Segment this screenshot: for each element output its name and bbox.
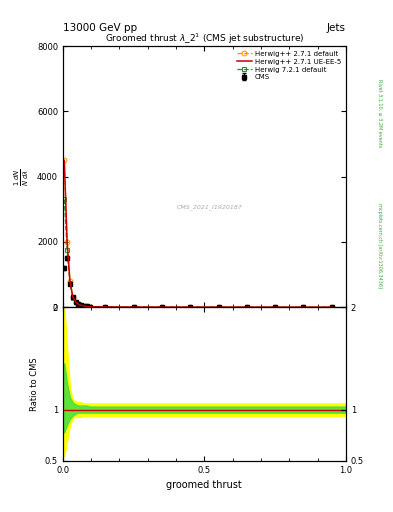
Herwig++ 2.7.1 UE-EE-5 xyxy=(244,304,249,310)
Line: Herwig++ 2.7.1 default: Herwig++ 2.7.1 default xyxy=(62,158,334,310)
Herwig 7.2.1 default xyxy=(70,295,75,301)
Herwig++ 2.7.1 UE-EE-5 xyxy=(70,294,75,300)
Herwig++ 2.7.1 default xyxy=(301,304,306,310)
Y-axis label: $\frac{1}{N}\frac{dN}{d\lambda}$: $\frac{1}{N}\frac{dN}{d\lambda}$ xyxy=(13,168,31,185)
Herwig 7.2.1 default xyxy=(87,304,92,310)
Herwig++ 2.7.1 UE-EE-5 xyxy=(79,302,84,308)
Herwig++ 2.7.1 UE-EE-5 xyxy=(216,304,221,310)
Text: Jets: Jets xyxy=(327,23,346,33)
Herwig++ 2.7.1 default xyxy=(244,304,249,310)
Herwig 7.2.1 default xyxy=(188,304,193,310)
Herwig++ 2.7.1 default xyxy=(216,304,221,310)
Herwig 7.2.1 default xyxy=(160,304,164,310)
Herwig++ 2.7.1 UE-EE-5 xyxy=(68,278,72,284)
Legend: Herwig++ 2.7.1 default, Herwig++ 2.7.1 UE-EE-5, Herwig 7.2.1 default, CMS: Herwig++ 2.7.1 default, Herwig++ 2.7.1 U… xyxy=(235,50,342,82)
Herwig++ 2.7.1 UE-EE-5 xyxy=(103,304,108,310)
Herwig 7.2.1 default xyxy=(103,304,108,310)
Herwig++ 2.7.1 UE-EE-5 xyxy=(76,301,81,307)
Herwig++ 2.7.1 default xyxy=(79,302,84,308)
Herwig++ 2.7.1 default xyxy=(329,304,334,310)
Herwig++ 2.7.1 UE-EE-5 xyxy=(62,157,67,163)
Herwig 7.2.1 default xyxy=(329,304,334,310)
Line: Herwig++ 2.7.1 UE-EE-5: Herwig++ 2.7.1 UE-EE-5 xyxy=(64,160,332,307)
Herwig 7.2.1 default xyxy=(68,280,72,286)
X-axis label: groomed thrust: groomed thrust xyxy=(167,480,242,490)
Herwig 7.2.1 default xyxy=(76,302,81,308)
Herwig++ 2.7.1 default xyxy=(273,304,277,310)
Herwig 7.2.1 default xyxy=(82,303,86,309)
Herwig++ 2.7.1 UE-EE-5 xyxy=(65,239,70,245)
Herwig++ 2.7.1 UE-EE-5 xyxy=(131,304,136,310)
Herwig++ 2.7.1 UE-EE-5 xyxy=(73,299,78,305)
Text: CMS_2021_I1920187: CMS_2021_I1920187 xyxy=(177,204,243,209)
Herwig 7.2.1 default xyxy=(244,304,249,310)
Herwig 7.2.1 default xyxy=(301,304,306,310)
Herwig++ 2.7.1 UE-EE-5 xyxy=(301,304,306,310)
Herwig 7.2.1 default xyxy=(65,247,70,253)
Herwig++ 2.7.1 default xyxy=(82,303,86,309)
Herwig 7.2.1 default xyxy=(62,197,67,203)
Herwig++ 2.7.1 default xyxy=(131,304,136,310)
Herwig++ 2.7.1 UE-EE-5 xyxy=(188,304,193,310)
Herwig++ 2.7.1 default xyxy=(76,301,81,307)
Line: Herwig 7.2.1 default: Herwig 7.2.1 default xyxy=(62,197,334,310)
Text: mcplots.cern.ch [arXiv:1306.3436]: mcplots.cern.ch [arXiv:1306.3436] xyxy=(377,203,382,288)
Herwig++ 2.7.1 UE-EE-5 xyxy=(273,304,277,310)
Herwig++ 2.7.1 default xyxy=(62,157,67,163)
Text: 13000 GeV pp: 13000 GeV pp xyxy=(63,23,137,33)
Herwig++ 2.7.1 UE-EE-5 xyxy=(329,304,334,310)
Herwig++ 2.7.1 default xyxy=(87,304,92,310)
Herwig 7.2.1 default xyxy=(216,304,221,310)
Herwig 7.2.1 default xyxy=(131,304,136,310)
Text: Rivet 3.1.10, ≥ 3.2M events: Rivet 3.1.10, ≥ 3.2M events xyxy=(377,78,382,147)
Herwig++ 2.7.1 UE-EE-5 xyxy=(87,304,92,310)
Herwig++ 2.7.1 default xyxy=(68,278,72,284)
Herwig 7.2.1 default xyxy=(273,304,277,310)
Herwig++ 2.7.1 default xyxy=(188,304,193,310)
Herwig++ 2.7.1 default xyxy=(73,299,78,305)
Herwig++ 2.7.1 UE-EE-5 xyxy=(160,304,164,310)
Herwig++ 2.7.1 default xyxy=(84,304,89,310)
Herwig++ 2.7.1 default xyxy=(70,294,75,300)
Herwig++ 2.7.1 default xyxy=(103,304,108,310)
Herwig 7.2.1 default xyxy=(84,304,89,310)
Herwig 7.2.1 default xyxy=(79,303,84,309)
Title: Groomed thrust $\lambda\_2^1$ (CMS jet substructure): Groomed thrust $\lambda\_2^1$ (CMS jet s… xyxy=(105,32,304,46)
Herwig++ 2.7.1 UE-EE-5 xyxy=(82,303,86,309)
Herwig++ 2.7.1 UE-EE-5 xyxy=(84,304,89,310)
Herwig++ 2.7.1 default xyxy=(160,304,164,310)
Y-axis label: Ratio to CMS: Ratio to CMS xyxy=(30,357,39,411)
Herwig++ 2.7.1 default xyxy=(65,239,70,245)
Herwig 7.2.1 default xyxy=(73,300,78,306)
